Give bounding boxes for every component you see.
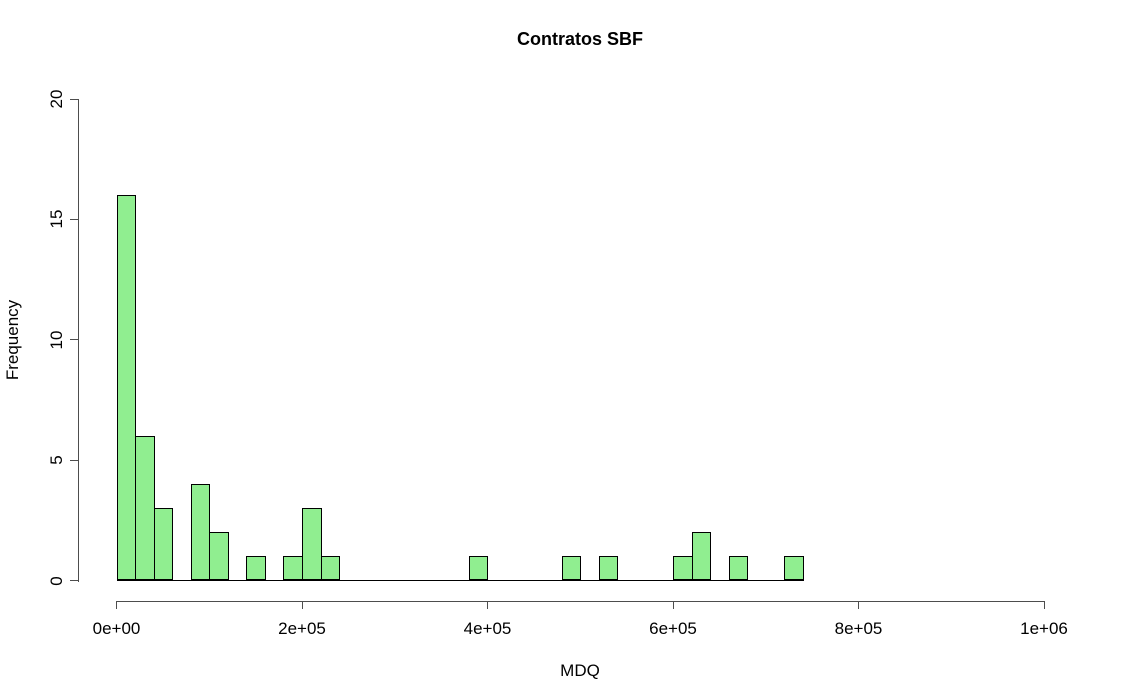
histogram-bar	[691, 532, 712, 581]
x-axis-label: MDQ	[560, 661, 600, 680]
x-tick	[858, 601, 859, 609]
chart-title: Contratos SBF	[517, 29, 643, 49]
histogram-bar	[302, 508, 322, 581]
x-tick	[116, 601, 117, 609]
histogram-baseline	[116, 579, 804, 581]
histogram-bar	[153, 508, 174, 581]
histogram-bar	[784, 556, 804, 581]
x-tick-label: 4e+05	[463, 619, 512, 638]
histogram-bar	[246, 556, 266, 581]
y-tick	[70, 580, 78, 581]
histogram-bar	[468, 556, 489, 581]
histogram-bar	[209, 532, 229, 581]
histogram-bar	[598, 556, 619, 581]
y-tick-label: 20	[47, 89, 66, 109]
histogram-bar	[283, 556, 303, 581]
x-tick-label: 8e+05	[834, 619, 883, 638]
histogram-bar	[116, 195, 137, 581]
x-tick-label: 0e+00	[92, 619, 141, 638]
x-tick	[672, 601, 674, 609]
histogram-bar	[728, 556, 749, 581]
x-tick-label: 1e+06	[1020, 619, 1068, 638]
y-tick-label: 10	[47, 330, 66, 350]
y-axis-line	[78, 99, 79, 582]
y-tick	[70, 218, 78, 220]
histogram-bar	[320, 556, 341, 581]
y-tick-label: 5	[47, 455, 66, 465]
histogram-bar	[561, 556, 582, 581]
x-tick-label: 2e+05	[278, 619, 326, 638]
y-tick-label: 15	[47, 209, 66, 229]
x-tick	[487, 601, 488, 609]
histogram-bar	[673, 556, 693, 581]
y-axis-label: Frequency	[3, 299, 22, 381]
y-tick	[70, 339, 78, 341]
x-axis-line	[116, 601, 1045, 602]
y-tick-label: 0	[47, 575, 66, 586]
x-tick	[1043, 601, 1045, 609]
y-tick	[70, 98, 78, 100]
x-tick	[301, 601, 303, 609]
histogram-bar	[190, 484, 211, 581]
y-tick	[70, 459, 78, 461]
histogram-bar	[135, 436, 155, 581]
x-tick-label: 6e+05	[649, 619, 697, 638]
